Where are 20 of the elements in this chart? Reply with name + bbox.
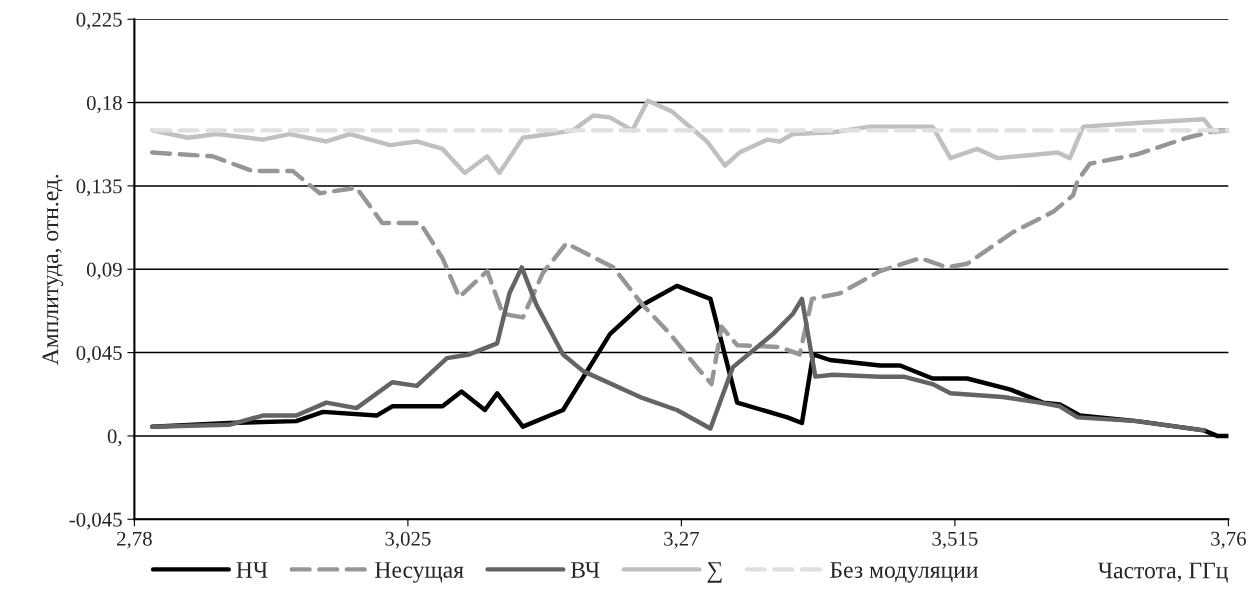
y-tick-label: 0,135 bbox=[76, 179, 122, 197]
legend-label: ∑ bbox=[707, 562, 722, 583]
x-tick-label: 3,76 bbox=[1211, 531, 1246, 549]
y-tick-label: 0,09 bbox=[86, 262, 122, 280]
x-tick-label: 3,27 bbox=[664, 531, 700, 549]
legend-label: Несущая bbox=[375, 562, 464, 583]
legend-label: ВЧ bbox=[570, 562, 600, 578]
legend-label: Без модуляции bbox=[830, 562, 978, 583]
y-tick-label: 0,045 bbox=[76, 345, 122, 364]
x-tick-label: 3,025 bbox=[385, 531, 431, 549]
y-tick-label: 0,18 bbox=[86, 95, 122, 113]
x-axis-title: Частота, ГГц bbox=[1097, 562, 1228, 583]
y-tick-label: 0,225 bbox=[76, 12, 122, 30]
y-axis-title: Амплитуда, отн.ед. bbox=[42, 174, 64, 366]
legend-label: НЧ bbox=[236, 562, 268, 578]
line-series bbox=[150, 265, 1207, 433]
x-tick-label: 2,78 bbox=[117, 531, 152, 549]
y-tick-label: -0,045 bbox=[69, 512, 122, 530]
x-tick-label: 3,515 bbox=[932, 531, 978, 549]
y-tick-label: 0, bbox=[107, 429, 122, 447]
